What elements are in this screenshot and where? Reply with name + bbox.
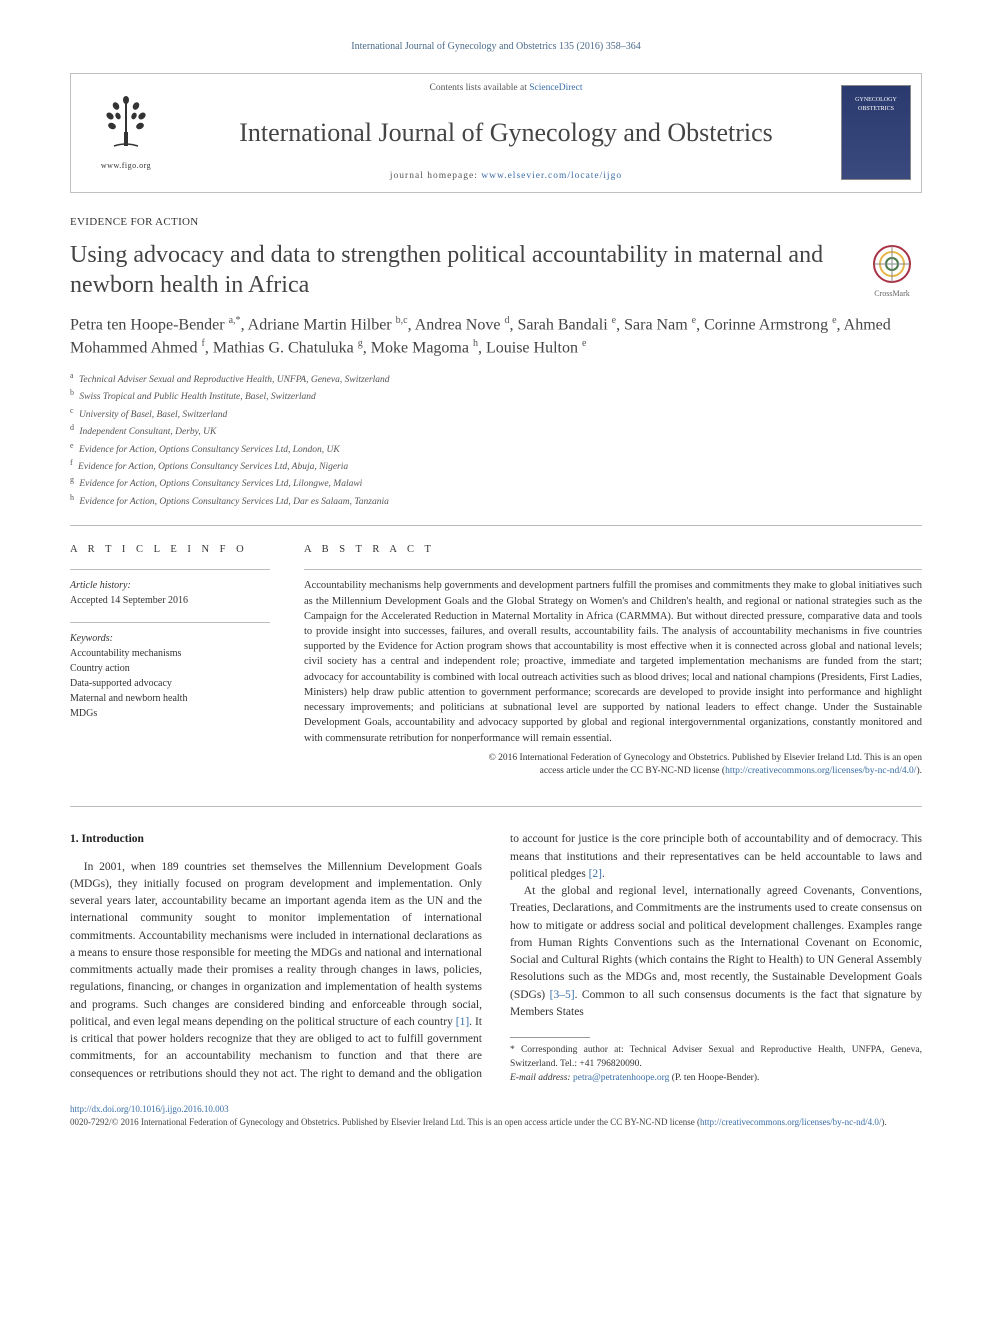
body-paragraph: At the global and regional level, intern… xyxy=(510,883,922,1021)
abstract-text: Accountability mechanisms help governmen… xyxy=(304,578,922,745)
cover-thumbnail-block: GYNECOLOGY OBSTETRICS xyxy=(831,74,921,192)
journal-cover-thumb: GYNECOLOGY OBSTETRICS xyxy=(841,85,911,180)
author-list: Petra ten Hoope-Bender a,*, Adriane Mart… xyxy=(70,314,922,359)
keyword-item: Country action xyxy=(70,661,270,676)
article-info-column: A R T I C L E I N F O Article history: A… xyxy=(70,542,270,778)
abstract-heading: A B S T R A C T xyxy=(304,542,922,557)
figo-url[interactable]: www.figo.org xyxy=(101,160,151,172)
affiliation-item: d Independent Consultant, Derby, UK xyxy=(70,422,922,439)
citation-ref-2[interactable]: [2] xyxy=(589,868,602,880)
journal-header-banner: www.figo.org Contents lists available at… xyxy=(70,73,922,193)
section-divider xyxy=(70,806,922,807)
contents-lists-line: Contents lists available at ScienceDirec… xyxy=(181,82,831,96)
abstract-rule xyxy=(304,569,922,570)
keyword-item: Data-supported advocacy xyxy=(70,676,270,691)
affiliation-item: e Evidence for Action, Options Consultan… xyxy=(70,440,922,457)
corresponding-footnote: * Corresponding author at: Technical Adv… xyxy=(510,1044,922,1085)
article-type: EVIDENCE FOR ACTION xyxy=(70,215,922,231)
citation-ref-3-5[interactable]: [3–5] xyxy=(550,989,575,1001)
affiliation-item: h Evidence for Action, Options Consultan… xyxy=(70,492,922,509)
crossmark-badge[interactable]: CrossMark xyxy=(862,244,922,299)
journal-name: International Journal of Gynecology and … xyxy=(239,114,773,152)
keyword-item: Accountability mechanisms xyxy=(70,646,270,661)
affiliation-item: g Evidence for Action, Options Consultan… xyxy=(70,474,922,491)
abstract-column: A B S T R A C T Accountability mechanism… xyxy=(304,542,922,778)
section-1-heading: 1. Introduction xyxy=(70,831,482,848)
info-rule xyxy=(70,622,270,623)
affiliation-item: a Technical Adviser Sexual and Reproduct… xyxy=(70,370,922,387)
article-body: 1. Introduction In 2001, when 189 countr… xyxy=(70,831,922,1085)
footnote-rule xyxy=(510,1037,590,1038)
page-footer-block: http://dx.doi.org/10.1016/j.ijgo.2016.10… xyxy=(70,1103,922,1128)
figo-tree-icon xyxy=(96,94,156,154)
homepage-link[interactable]: www.elsevier.com/locate/ijgo xyxy=(481,171,622,181)
citation-ref-1[interactable]: [1] xyxy=(456,1016,469,1028)
history-label: Article history: xyxy=(70,578,270,593)
crossmark-icon xyxy=(872,244,912,284)
crossmark-label: CrossMark xyxy=(862,288,922,300)
email-label: E-mail address: xyxy=(510,1073,573,1083)
figo-logo-block: www.figo.org xyxy=(71,74,181,192)
affiliation-item: f Evidence for Action, Options Consultan… xyxy=(70,457,922,474)
affiliation-item: b Swiss Tropical and Public Health Insti… xyxy=(70,387,922,404)
keyword-item: MDGs xyxy=(70,706,270,721)
cc-license-link-footer[interactable]: http://creativecommons.org/licenses/by-n… xyxy=(700,1117,881,1127)
sciencedirect-link[interactable]: ScienceDirect xyxy=(529,83,582,93)
cc-license-link[interactable]: http://creativecommons.org/licenses/by-n… xyxy=(725,766,916,776)
corresponding-email[interactable]: petra@petratenhoope.org xyxy=(573,1073,669,1083)
citation-link[interactable]: International Journal of Gynecology and … xyxy=(351,41,640,52)
affiliation-list: a Technical Adviser Sexual and Reproduct… xyxy=(70,370,922,509)
running-head-citation: International Journal of Gynecology and … xyxy=(70,40,922,55)
keywords-label: Keywords: xyxy=(70,631,270,646)
article-info-heading: A R T I C L E I N F O xyxy=(70,542,270,557)
doi-link[interactable]: http://dx.doi.org/10.1016/j.ijgo.2016.10… xyxy=(70,1104,229,1114)
homepage-line: journal homepage: www.elsevier.com/locat… xyxy=(181,170,831,184)
keyword-item: Maternal and newborn health xyxy=(70,691,270,706)
info-rule xyxy=(70,569,270,570)
history-value: Accepted 14 September 2016 xyxy=(70,593,270,608)
affiliation-item: c University of Basel, Basel, Switzerlan… xyxy=(70,405,922,422)
section-divider xyxy=(70,525,922,526)
abstract-copyright: © 2016 International Federation of Gynec… xyxy=(304,752,922,779)
banner-center: Contents lists available at ScienceDirec… xyxy=(181,74,831,192)
article-title: Using advocacy and data to strengthen po… xyxy=(70,240,842,300)
